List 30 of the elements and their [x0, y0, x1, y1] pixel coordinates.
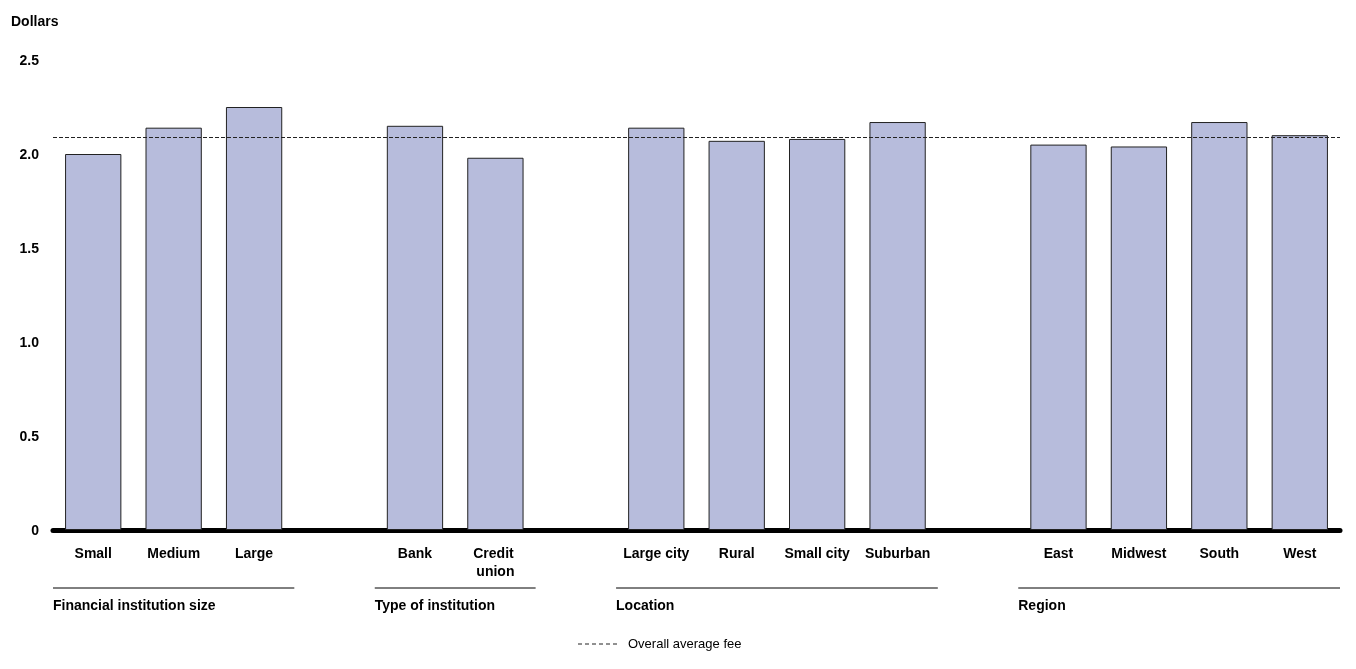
x-tick-label: Bank — [397, 545, 433, 561]
bar — [1110, 146, 1168, 530]
text: Location — [616, 597, 675, 613]
bar — [467, 157, 524, 530]
x-tick-label: West — [1283, 545, 1317, 561]
y-tick-label: 1.5 — [19, 240, 40, 256]
y-tick-label: 0.5 — [19, 428, 40, 444]
x-tick-label: Suburban — [864, 545, 931, 561]
text: Region — [1018, 597, 1066, 613]
legend-label: Overall average fee — [628, 636, 742, 651]
x-tick-label: Large — [235, 545, 274, 561]
x-tick-label: Medium — [147, 545, 201, 561]
y-tick-label: 0 — [31, 522, 40, 538]
x-tick-label: Midwest — [1111, 545, 1167, 561]
x-tick-label: Small city — [784, 545, 851, 561]
text: Type of institution — [374, 597, 496, 613]
x-tick-label: Small — [74, 545, 112, 561]
x-tick-label: Rural — [718, 545, 755, 561]
text: Financial institution size — [53, 597, 216, 613]
x-tick-label: East — [1043, 545, 1074, 561]
x-tick-label: Large city — [623, 545, 690, 561]
y-axis-title: Dollars — [11, 13, 59, 29]
y-tick-label: 2.0 — [19, 146, 40, 162]
x-tick-label: South — [1199, 545, 1240, 561]
x-tick-label: Credit union — [473, 545, 518, 579]
bar — [65, 154, 122, 530]
bar — [708, 140, 765, 530]
y-tick-label: 1.0 — [19, 334, 40, 350]
bar — [1030, 144, 1087, 530]
y-tick-label: 2.5 — [19, 52, 40, 68]
